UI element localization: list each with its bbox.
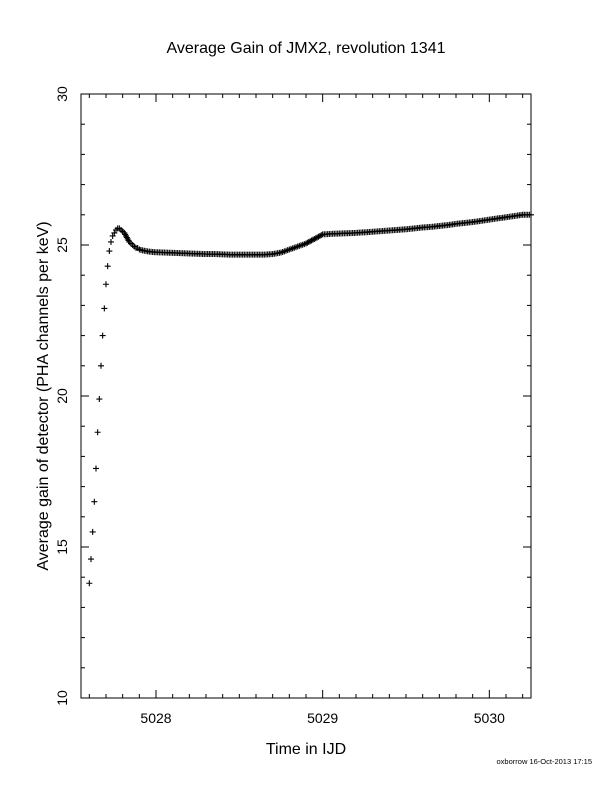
- y-tick-label: 20: [54, 388, 70, 404]
- y-tick-label: 25: [54, 237, 70, 253]
- x-tick-label: 5028: [140, 710, 171, 726]
- data-point: [103, 281, 109, 288]
- data-points: [86, 211, 534, 587]
- x-tick-label: 5030: [474, 710, 505, 726]
- data-point: [93, 465, 99, 472]
- y-axis-label: Average gain of detector (PHA channels p…: [35, 221, 52, 570]
- data-point: [91, 498, 98, 505]
- data-point: [101, 305, 108, 312]
- data-point: [96, 396, 103, 403]
- data-point: [99, 332, 106, 339]
- x-axis-label: Time in IJD: [266, 741, 346, 758]
- data-point: [94, 429, 101, 436]
- x-axis-ticks: 5028 5029 5030: [88, 94, 524, 726]
- data-point: [111, 229, 118, 236]
- data-point: [528, 211, 534, 218]
- plot-frame: [80, 93, 532, 699]
- data-point: [88, 556, 94, 563]
- y-tick-label: 10: [54, 690, 70, 706]
- data-point: [89, 528, 96, 535]
- data-point: [106, 248, 113, 255]
- data-point: [86, 580, 93, 587]
- y-axis-ticks: 10 15 20 25 30: [54, 86, 531, 706]
- data-point: [98, 362, 104, 369]
- chart-title: Average Gain of JMX2, revolution 1341: [167, 40, 446, 57]
- data-point: [109, 232, 116, 239]
- footer-stamp: oxborrow 16-Oct-2013 17:15: [496, 757, 592, 766]
- x-tick-label: 5029: [307, 710, 338, 726]
- data-point: [104, 263, 111, 270]
- data-point: [318, 232, 325, 239]
- y-tick-label: 15: [54, 539, 70, 555]
- data-point: [108, 238, 114, 245]
- y-tick-label: 30: [54, 86, 70, 102]
